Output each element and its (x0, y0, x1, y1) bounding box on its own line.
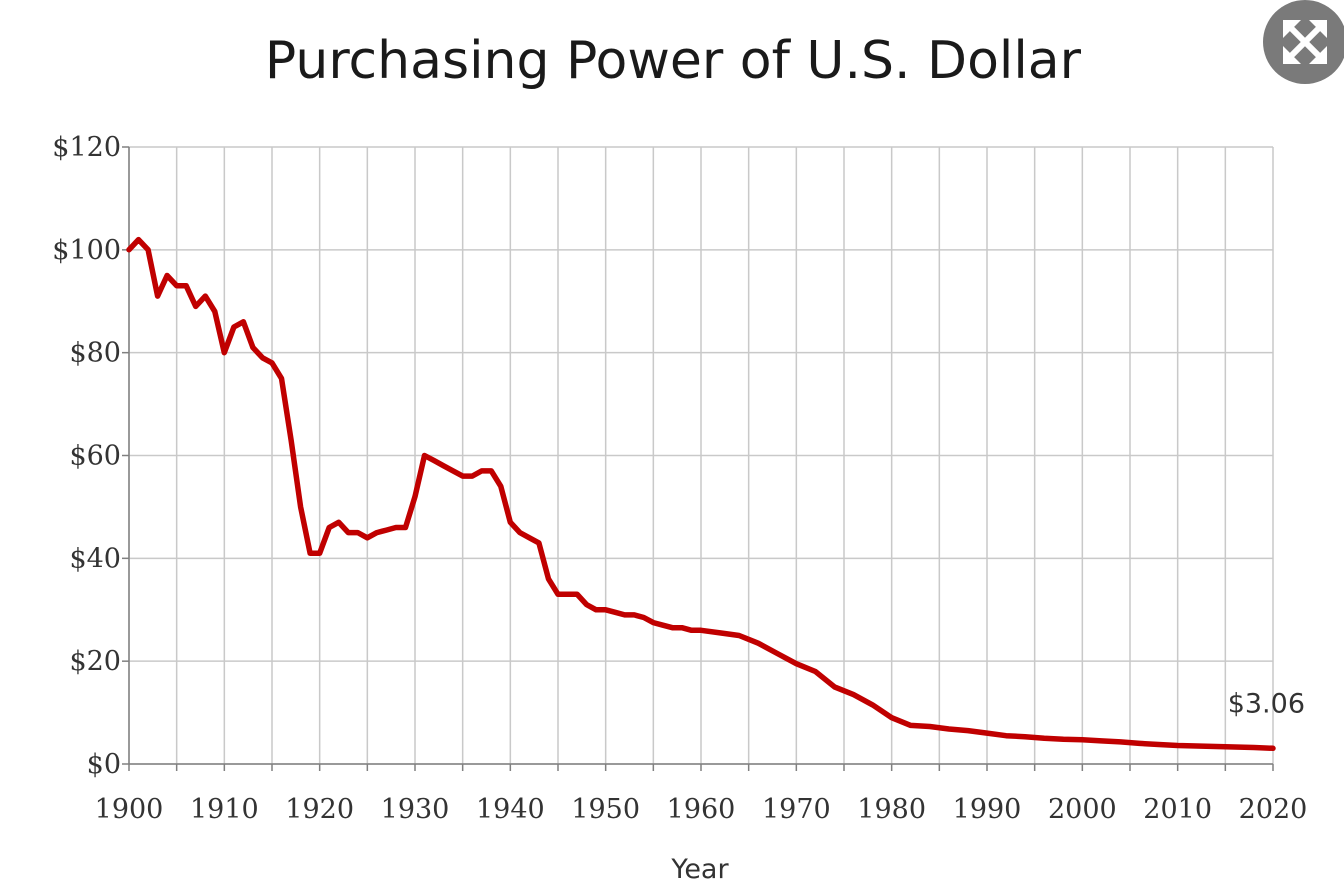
y-tick-label: $40 (69, 543, 121, 574)
x-tick-labels: 1900 1910 1920 1930 1940 1950 1960 1970 1980 1990… (95, 794, 1308, 825)
end-value-label: $3.06 (1228, 688, 1305, 719)
x-tick-label: 1970 (762, 794, 831, 825)
y-tick-label: $60 (69, 441, 121, 472)
y-tick-label: $80 (69, 338, 121, 369)
y-tick-label: $0 (87, 749, 121, 780)
x-tick-label: 1990 (953, 794, 1022, 825)
x-tick-label: 2010 (1143, 794, 1212, 825)
x-tick-label: 1920 (285, 794, 354, 825)
expand-arrows-icon (1283, 20, 1327, 64)
y-tick-labels: $0 $20 $40 $60 $80 $100 $120 (52, 132, 121, 780)
x-axis-label: Year (670, 854, 729, 885)
x-tick-label: 2000 (1048, 794, 1117, 825)
x-tick-label: 1910 (190, 794, 259, 825)
annotations: $3.06 (1228, 688, 1305, 719)
purchasing-power-line (126, 236, 1276, 752)
x-tick-label: 1930 (381, 794, 450, 825)
x-tick-label: 1950 (571, 794, 640, 825)
x-tick-label: 1940 (476, 794, 545, 825)
series-layer (126, 236, 1276, 752)
x-tick-label: 1900 (95, 794, 164, 825)
grid (128, 146, 1274, 765)
x-tick-label: 2020 (1239, 794, 1308, 825)
y-tick-label: $120 (52, 132, 121, 163)
x-tick-label: 1980 (857, 794, 926, 825)
y-tick-label: $20 (69, 646, 121, 677)
x-tick-label: 1960 (667, 794, 736, 825)
y-tick-label: $100 (52, 235, 121, 266)
chart-title: Purchasing Power of U.S. Dollar (265, 31, 1082, 91)
expand-button[interactable] (1263, 0, 1344, 84)
